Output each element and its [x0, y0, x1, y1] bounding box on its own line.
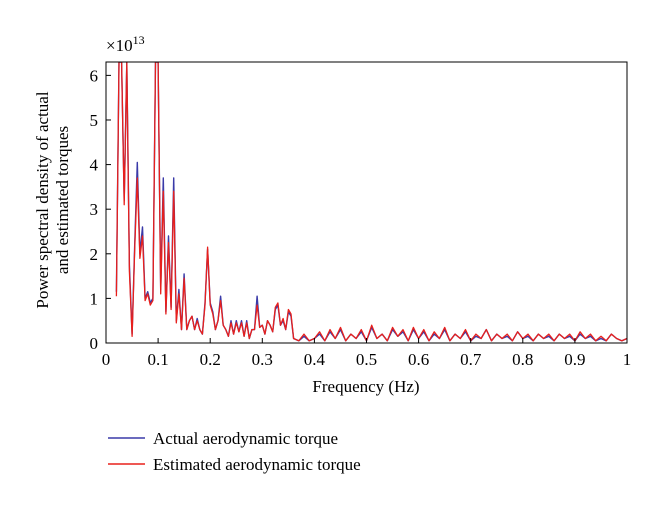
y-tick-label-6: 6 [90, 66, 99, 85]
y-tick-label-0: 0 [90, 334, 99, 353]
x-tick-label-10: 1 [623, 350, 632, 369]
series-layer [115, 62, 627, 342]
y-exponent-base: ×10 [106, 36, 133, 55]
x-tick-label-9: 0.9 [564, 350, 585, 369]
legend-label-estimated: Estimated aerodynamic torque [153, 455, 361, 474]
x-tick-label-6: 0.6 [408, 350, 429, 369]
y-axis-label-line-1: Power spectral density of actual [33, 91, 52, 308]
x-tick-label-0: 0 [102, 350, 111, 369]
y-exponent-power: 13 [133, 33, 145, 47]
tick-layer: 0 0.1 0.2 0.3 0.4 0.5 0.6 0.7 0.8 0.9 1 0 1 2 3 4 5 6 [90, 66, 632, 369]
y-tick-label-2: 2 [90, 245, 99, 264]
x-tick-label-7: 0.7 [460, 350, 482, 369]
series-actual-line [115, 62, 627, 342]
x-tick-label-8: 0.8 [512, 350, 533, 369]
x-tick-label-4: 0.4 [304, 350, 326, 369]
y-tick-label-1: 1 [90, 289, 99, 308]
legend: Actual aerodynamic torque Estimated aero… [108, 429, 361, 474]
y-exponent-label: ×1013 [106, 33, 145, 55]
y-tick-label-4: 4 [90, 156, 99, 175]
x-tick-label-2: 0.2 [200, 350, 221, 369]
x-axis-label: Frequency (Hz) [312, 377, 419, 396]
plot-frame [105, 61, 628, 344]
series-estimated-line [115, 62, 627, 342]
y-tick-label-3: 3 [90, 200, 99, 219]
x-tick-label-1: 0.1 [147, 350, 168, 369]
x-tick-label-5: 0.5 [356, 350, 377, 369]
legend-label-actual: Actual aerodynamic torque [153, 429, 338, 448]
x-tick-label-3: 0.3 [252, 350, 273, 369]
y-tick-label-5: 5 [90, 111, 99, 130]
y-axis-label-line-2: and estimated torques [53, 126, 72, 274]
